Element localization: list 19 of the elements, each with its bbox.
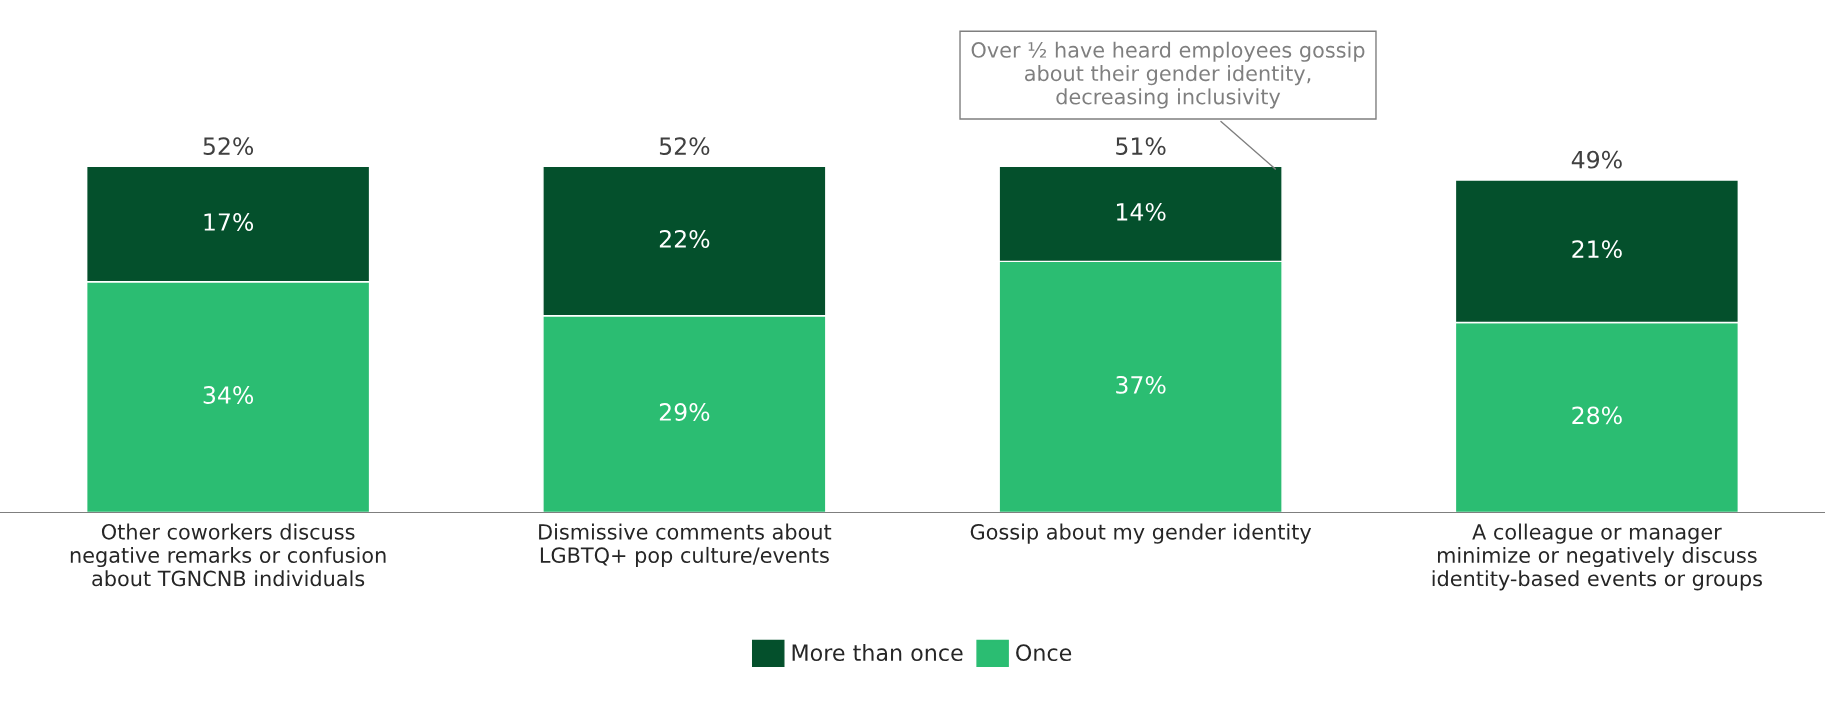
total-label: 51% bbox=[1116, 137, 1166, 156]
x-tick-label: Dismissive comments about LGBTQ+ pop culture/events bbox=[539, 523, 832, 568]
data-label: 37% bbox=[1116, 375, 1166, 394]
data-label: 21% bbox=[1572, 240, 1622, 259]
total-label: 52% bbox=[659, 137, 710, 156]
x-tick-label: Gossip about my gender identity bbox=[970, 523, 1312, 544]
legend-label: More than once bbox=[792, 643, 963, 662]
total-label: 52% bbox=[203, 137, 254, 156]
data-label: 29% bbox=[659, 403, 710, 421]
legend-label: Once bbox=[1016, 644, 1072, 662]
data-label: 22% bbox=[659, 230, 710, 248]
data-label: 34% bbox=[203, 386, 254, 404]
x-tick-label: Other coworkers discuss negative remarks or confusion about TGNCNB individuals bbox=[70, 523, 386, 587]
data-label: 28% bbox=[1572, 406, 1622, 425]
total-label: 49% bbox=[1571, 150, 1622, 169]
text: Over ½ have heard employees gossip about their gender identity, decreasing inclusivity bbox=[971, 41, 1365, 109]
data-label: 14% bbox=[1116, 202, 1166, 221]
x-tick-label: A colleague or manager minimize or negatively discuss identity-based events or groups bbox=[1432, 523, 1762, 591]
data-label: 17% bbox=[204, 213, 254, 231]
